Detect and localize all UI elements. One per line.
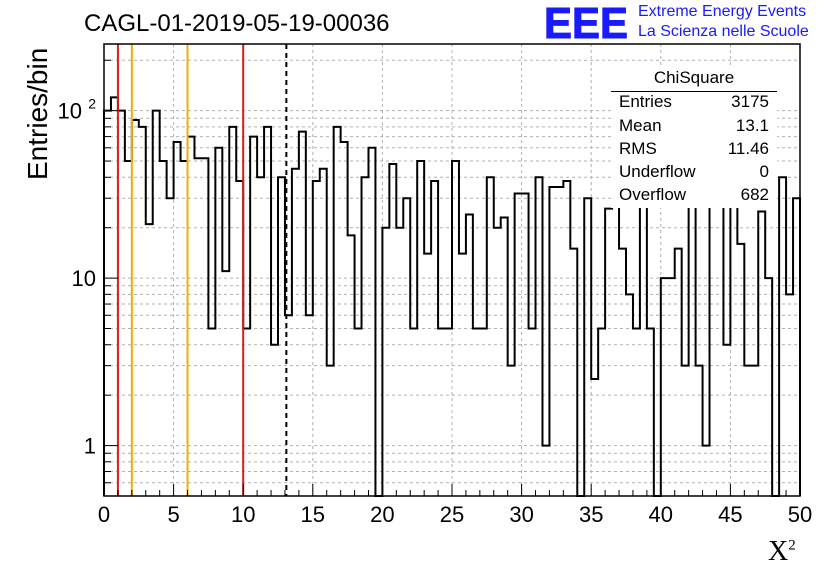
chart-title: CAGL-01-2019-05-19-00036 xyxy=(84,10,390,37)
stats-key: Entries xyxy=(619,92,672,111)
stats-box: ChiSquare Entries 3175 Mean 13.1 RMS 11.… xyxy=(611,68,777,208)
x-tick-label: 35 xyxy=(579,502,603,527)
logo-line-2: La Scienza nelle Scuole xyxy=(638,23,809,40)
svg-text:EEE: EEE xyxy=(544,2,628,42)
stats-key: RMS xyxy=(619,139,657,158)
x-tick-label: 45 xyxy=(718,502,742,527)
x-tick-label: 20 xyxy=(370,502,394,527)
x-axis-label: X2 xyxy=(768,536,796,568)
x-tick-label: 0 xyxy=(98,502,110,527)
stats-divider xyxy=(611,91,777,92)
stats-row: RMS 11.46 xyxy=(619,139,769,161)
stats-value: 11.46 xyxy=(727,139,769,158)
stats-value: 3175 xyxy=(731,92,769,111)
histogram-line xyxy=(103,96,801,497)
x-tick-label: 25 xyxy=(440,502,464,527)
stats-key: Underflow xyxy=(619,162,696,181)
x-axis-label-sup: 2 xyxy=(788,537,796,554)
stats-value: 13.1 xyxy=(735,116,769,135)
y-tick-label: 10 xyxy=(58,99,82,124)
stats-row: Mean 13.1 xyxy=(619,116,769,138)
x-tick-label: 50 xyxy=(788,502,812,527)
stats-title: ChiSquare xyxy=(653,68,735,87)
stats-key: Mean xyxy=(619,116,662,135)
stats-row: Overflow 682 xyxy=(619,185,769,207)
x-tick-label: 5 xyxy=(167,502,179,527)
x-axis-label-text: X xyxy=(768,536,789,567)
y-tick-label: 1 xyxy=(84,434,96,459)
x-tick-label: 15 xyxy=(301,502,325,527)
x-tick-label: 30 xyxy=(509,502,533,527)
stats-row: Underflow 0 xyxy=(619,162,769,184)
y-tick-label-sup: 2 xyxy=(88,96,96,112)
x-tick-label: 10 xyxy=(231,502,255,527)
x-tick-label: 40 xyxy=(649,502,673,527)
y-tick-label: 10 xyxy=(72,266,96,291)
stats-row: Entries 3175 xyxy=(619,92,769,114)
logo-line-1: Extreme Energy Events xyxy=(638,3,807,20)
stats-key: Overflow xyxy=(619,185,687,204)
eee-logo-icon: EEE xyxy=(544,2,629,42)
stats-value: 682 xyxy=(740,185,769,204)
stats-value: 0 xyxy=(759,162,769,181)
